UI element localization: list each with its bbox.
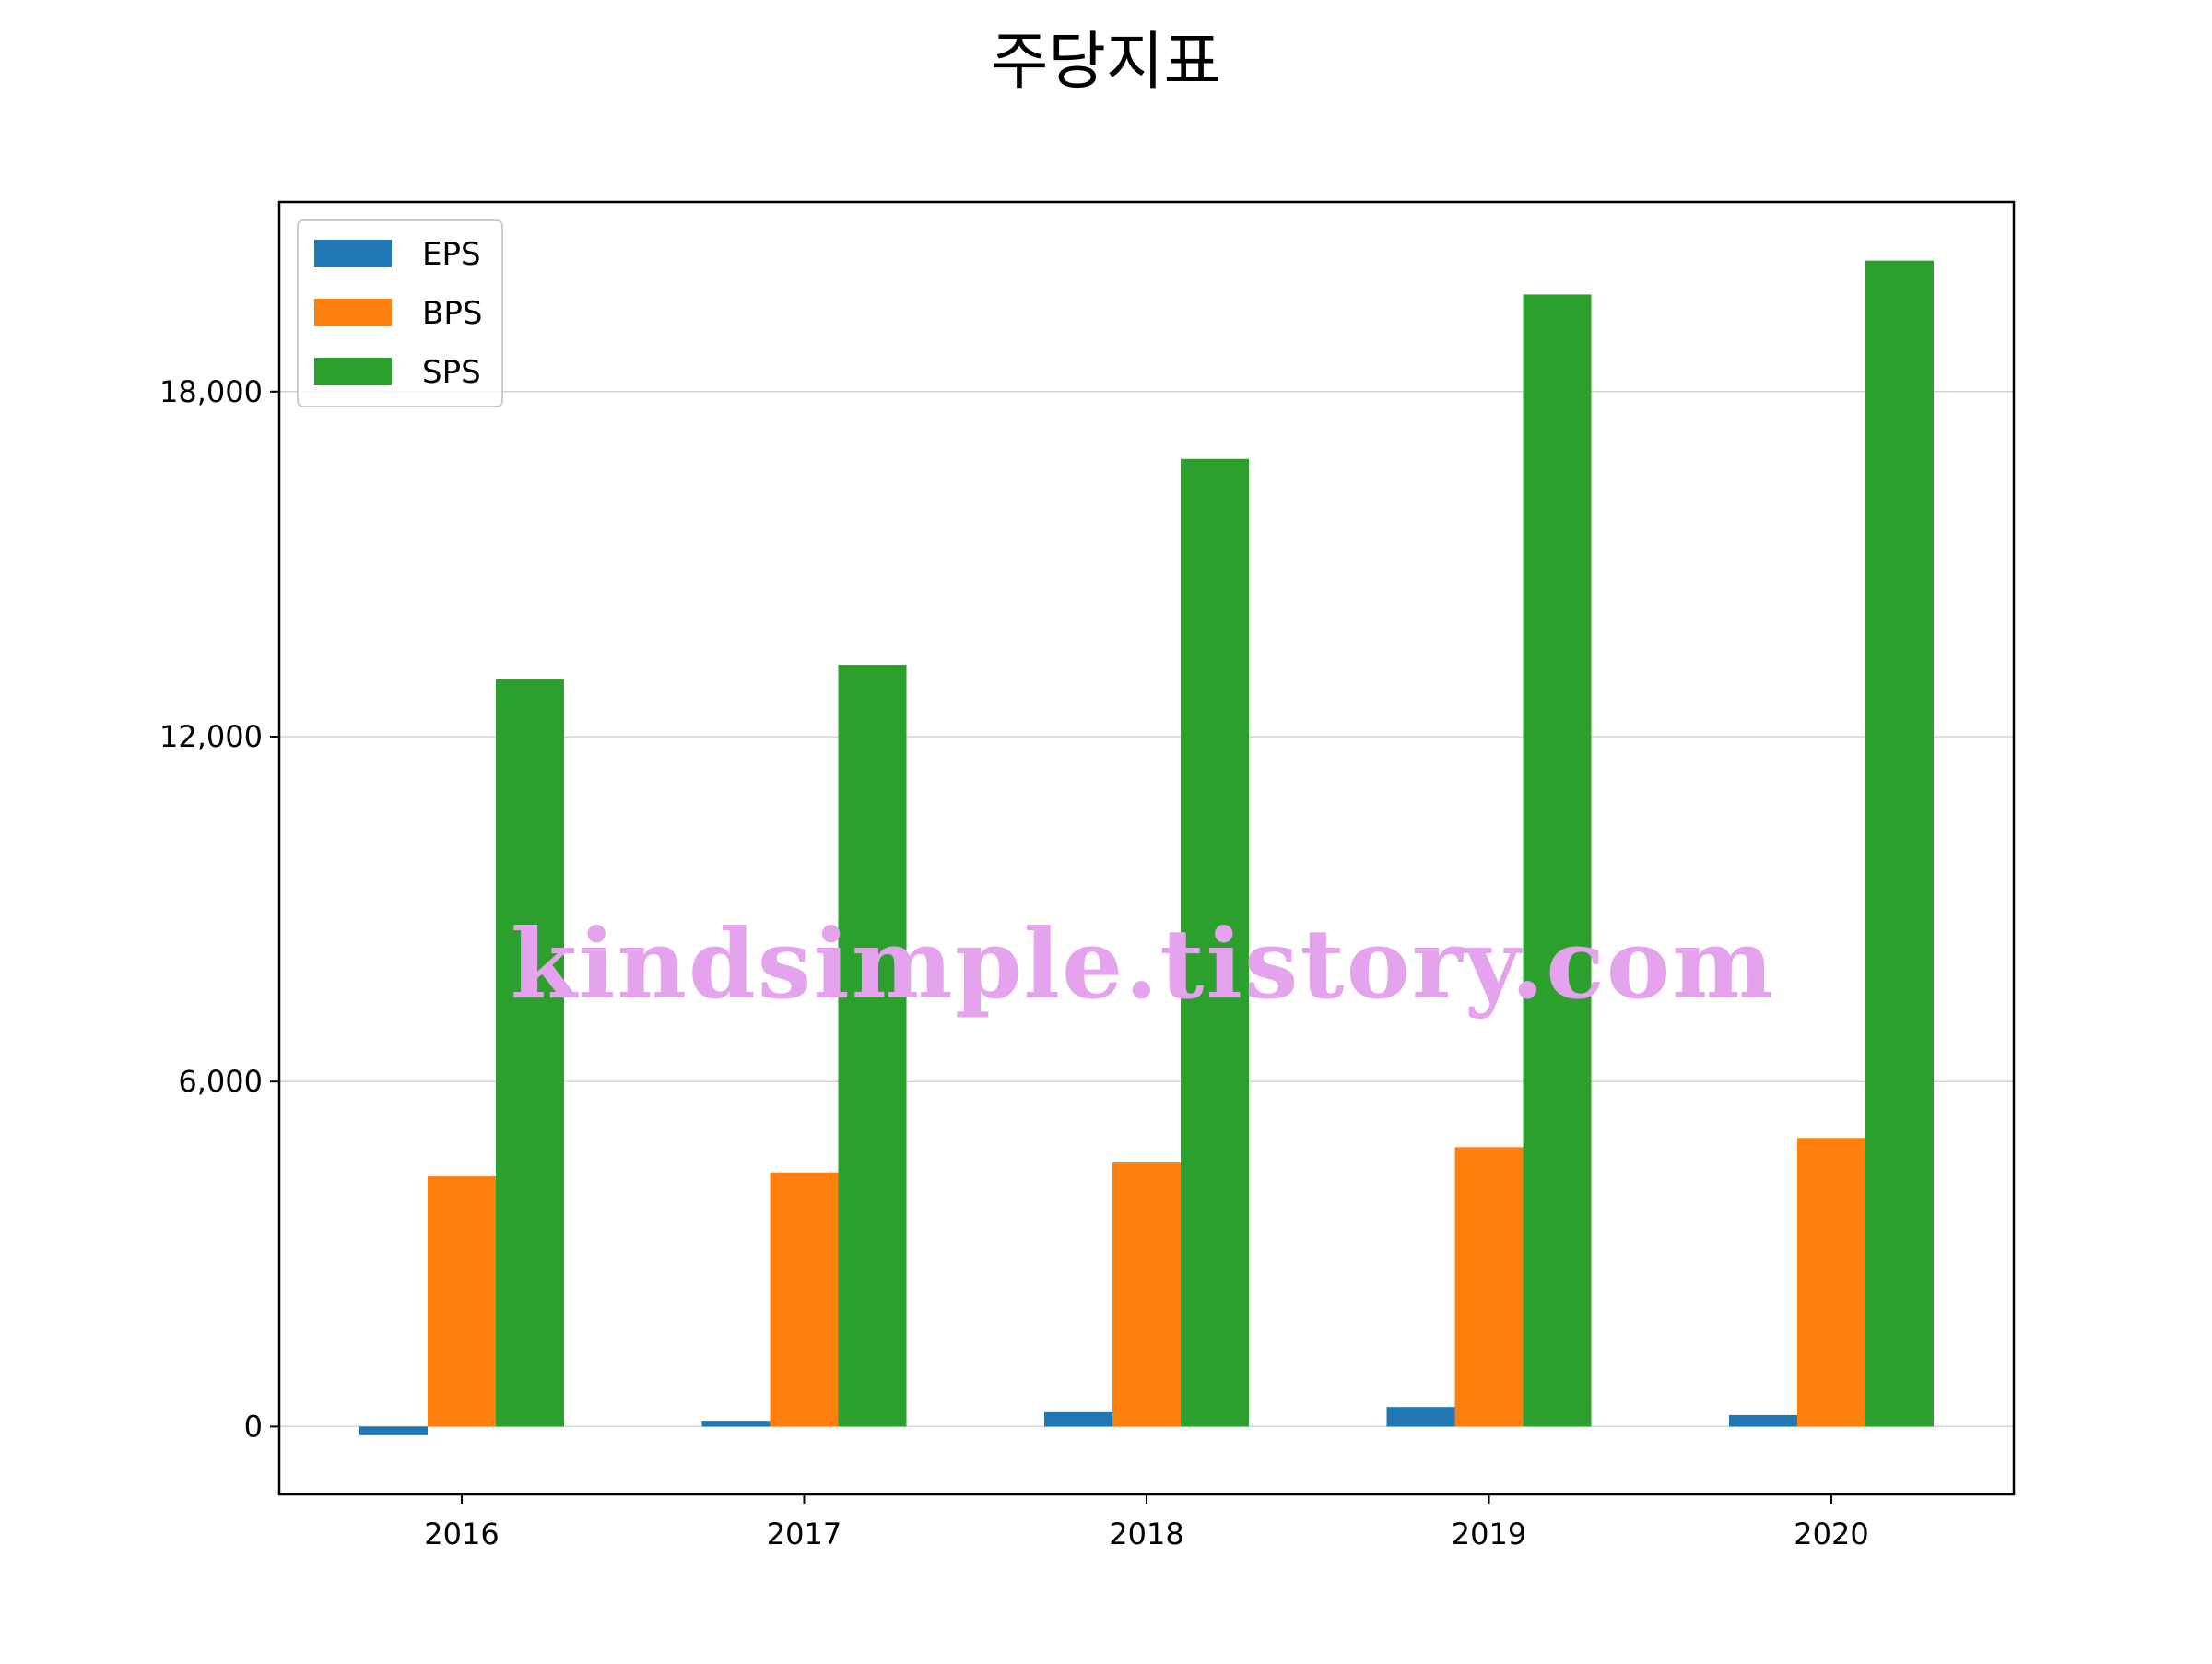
x-tick-label: 2019: [1452, 1516, 1526, 1552]
bar-eps-2019: [1386, 1407, 1455, 1427]
grid-lines: [279, 391, 2014, 1428]
legend: EPS BPS SPS: [297, 219, 503, 407]
watermark-text: kindsimple.tistory.com: [511, 907, 1775, 1021]
y-tick-label: 18,000: [159, 374, 263, 409]
bar-sps-2017: [838, 665, 907, 1427]
bar-bps-2016: [428, 1176, 496, 1427]
bar-eps-2018: [1044, 1411, 1112, 1427]
bar-eps-2017: [701, 1421, 771, 1427]
bar-sps-2016: [496, 679, 564, 1427]
y-tick-label: 12,000: [159, 719, 263, 754]
bar-bps-2019: [1454, 1147, 1524, 1427]
bar-bps-2018: [1112, 1162, 1181, 1427]
bar-eps-2016: [359, 1426, 428, 1435]
legend-swatch-bps: [314, 299, 392, 326]
x-tick-label: 2016: [424, 1516, 499, 1552]
legend-swatch-sps: [314, 358, 392, 385]
y-tick-label: 0: [244, 1409, 263, 1444]
bar-sps-2019: [1523, 294, 1592, 1427]
y-tick-label: 6,000: [178, 1064, 263, 1099]
chart-title: 주당지표: [991, 26, 1221, 99]
x-tick-label: 2018: [1109, 1516, 1183, 1552]
legend-label-eps: EPS: [422, 236, 481, 273]
bar-bps-2020: [1797, 1138, 1865, 1427]
bar-eps-2020: [1729, 1414, 1797, 1427]
bars: [359, 260, 1934, 1435]
x-tick-label: 2017: [767, 1516, 841, 1552]
x-tick-label: 2020: [1794, 1516, 1868, 1552]
bar-bps-2017: [770, 1172, 839, 1427]
legend-swatch-eps: [314, 240, 392, 267]
bar-sps-2018: [1181, 458, 1249, 1427]
legend-label-bps: BPS: [422, 295, 482, 332]
axes: 0 6,000 12,000 18,000 2016 2017 2018 2019 2020: [159, 374, 1869, 1552]
bar-sps-2020: [1865, 260, 1934, 1427]
legend-label-sps: SPS: [422, 354, 481, 391]
